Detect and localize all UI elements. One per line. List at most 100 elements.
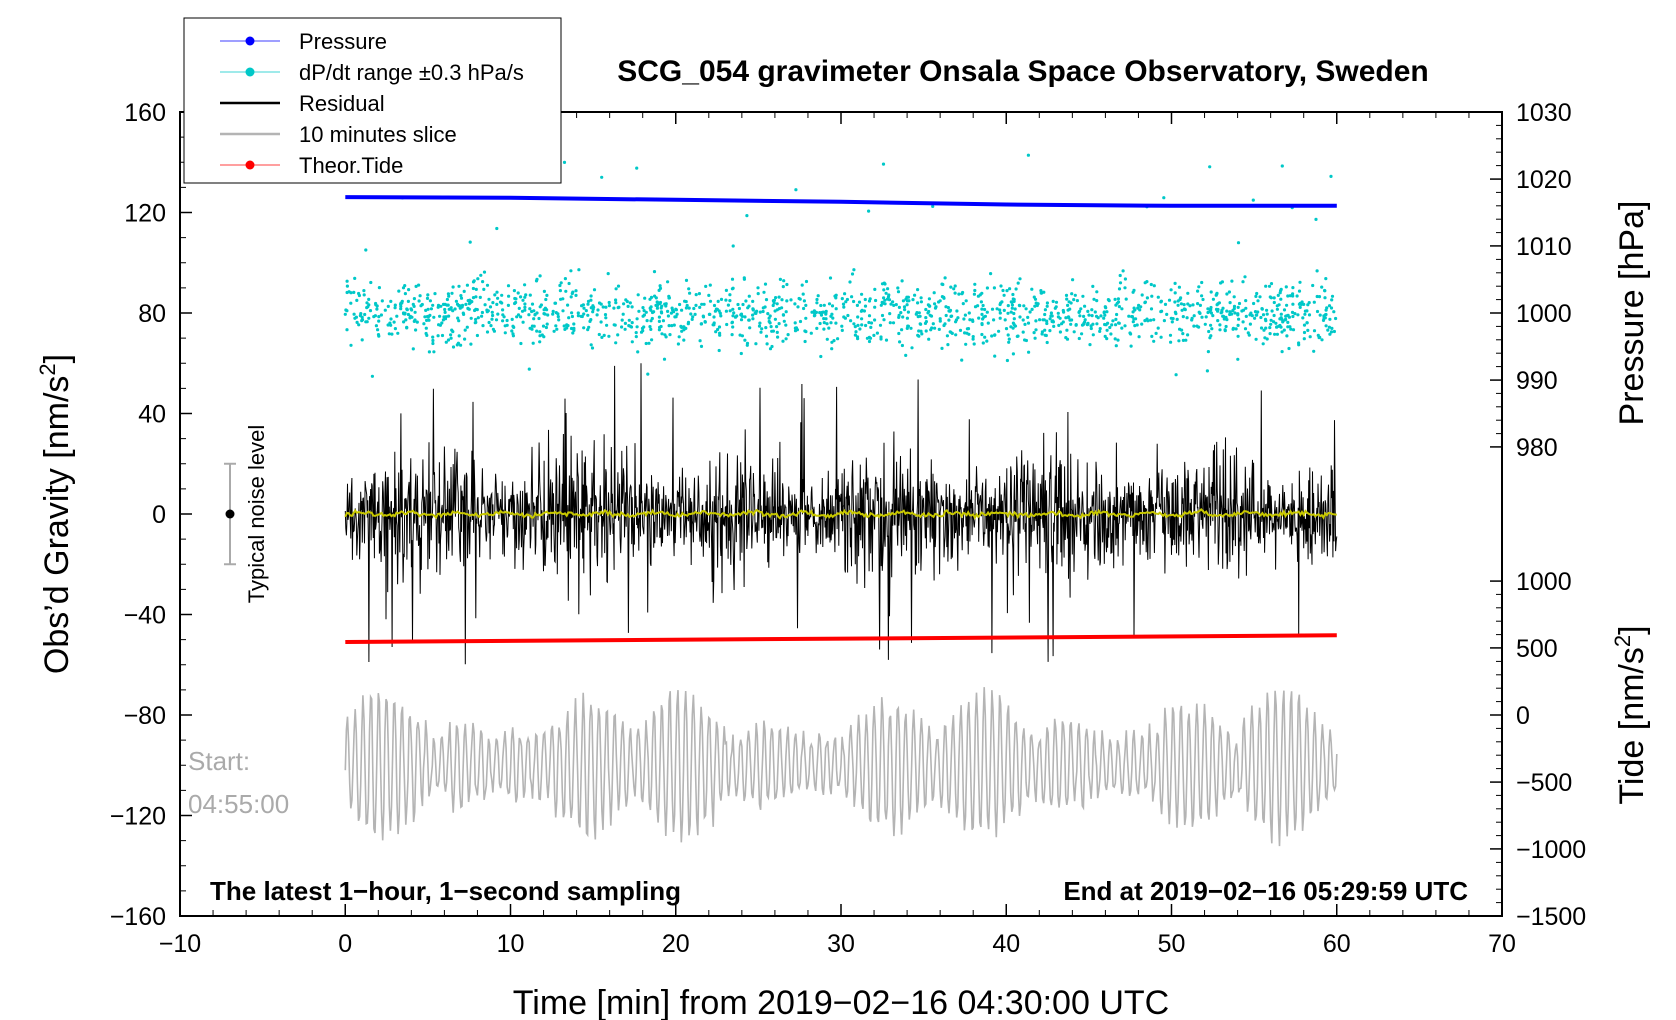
dpdt-point <box>852 322 856 326</box>
dpdt-point <box>693 312 697 316</box>
dpdt-point <box>1072 330 1076 334</box>
dpdt-point <box>485 330 490 334</box>
dpdt-point <box>761 309 765 314</box>
dpdt-point <box>1281 320 1285 324</box>
dpdt-point <box>1206 307 1210 311</box>
dpdt-point <box>843 292 847 296</box>
dpdt-point <box>977 316 981 320</box>
dpdt-point <box>685 303 689 308</box>
dpdt-point <box>491 313 495 318</box>
dpdt-point <box>869 325 873 329</box>
dpdt-point <box>636 293 640 297</box>
dpdt-point <box>1324 324 1328 328</box>
dpdt-point <box>1293 312 1297 316</box>
dpdt-point <box>621 312 625 316</box>
dpdt-point <box>436 334 440 338</box>
dpdt-point <box>804 330 808 334</box>
dpdt-point <box>863 304 868 308</box>
dpdt-point <box>731 286 735 290</box>
dpdt-point <box>1150 294 1154 298</box>
dpdt-point <box>1192 324 1196 328</box>
dpdt-point <box>596 308 600 312</box>
dpdt-point <box>769 325 773 329</box>
dpdt-point <box>1045 340 1049 345</box>
dpdt-point <box>523 308 527 312</box>
dpdt-point <box>586 313 590 317</box>
dpdt-point <box>1244 314 1248 318</box>
dpdt-point <box>687 287 691 291</box>
dpdt-point <box>1315 269 1319 273</box>
dpdt-point <box>712 303 717 308</box>
dpdt-point <box>495 302 499 306</box>
dpdt-point <box>985 339 989 343</box>
dpdt-point <box>1269 296 1273 300</box>
dpdt-point <box>614 298 618 302</box>
dpdt-point <box>463 328 467 332</box>
y-tick-label-left: −120 <box>110 803 166 831</box>
dpdt-point <box>471 296 476 300</box>
dpdt-point <box>1260 307 1264 311</box>
dpdt-point <box>778 277 783 281</box>
dpdt-point <box>1090 308 1094 312</box>
dpdt-point <box>1152 284 1156 288</box>
dpdt-point <box>756 286 760 290</box>
dpdt-point <box>1116 338 1120 342</box>
dpdt-point <box>1026 321 1031 325</box>
dpdt-point <box>1176 303 1180 307</box>
dpdt-point <box>747 318 751 322</box>
dpdt-point <box>751 307 755 311</box>
start-time: 04:55:00 <box>188 789 289 819</box>
dpdt-point <box>1216 302 1220 306</box>
dpdt-point <box>437 323 441 327</box>
dpdt-point <box>546 313 550 317</box>
dpdt-point <box>393 306 397 310</box>
dpdt-point <box>1149 282 1153 287</box>
dpdt-point <box>586 302 590 306</box>
dpdt-point <box>762 290 766 294</box>
dpdt-point <box>347 290 351 294</box>
dpdt-point <box>902 305 907 309</box>
dpdt-point <box>650 338 654 342</box>
dpdt-point <box>899 311 903 315</box>
dpdt-point <box>1225 292 1229 296</box>
dpdt-point <box>501 313 505 317</box>
dpdt-point <box>688 291 692 295</box>
dpdt-point <box>538 274 542 278</box>
dpdt-point <box>545 322 549 326</box>
legend-item: 10 minutes slice <box>220 122 457 147</box>
dpdt-point <box>582 312 586 316</box>
dpdt-point <box>668 333 672 337</box>
dpdt-point <box>1182 303 1186 307</box>
dpdt-point <box>476 316 480 320</box>
dpdt-point <box>443 307 447 312</box>
dpdt-point <box>418 294 422 298</box>
dpdt-point <box>976 294 981 298</box>
tick-layer: −10 0 10 20 30 40 50 60 7016012080400−40−80−120−… <box>110 99 1587 958</box>
series-theor-tide <box>345 633 1337 644</box>
dpdt-point <box>389 299 393 303</box>
dpdt-point <box>821 310 825 314</box>
dpdt-point <box>587 325 591 329</box>
dpdt-point <box>1302 302 1306 306</box>
dpdt-point <box>1018 304 1022 308</box>
dpdt-point <box>483 303 487 307</box>
dpdt-point <box>1149 318 1153 322</box>
dpdt-point <box>990 334 994 338</box>
dpdt-point <box>402 320 406 324</box>
tide-tick-label: 1000 <box>1516 568 1572 596</box>
dpdt-point <box>1131 320 1135 324</box>
dpdt-point <box>431 341 435 346</box>
dpdt-point <box>1137 335 1141 339</box>
dpdt-point <box>932 291 936 295</box>
dpdt-point <box>1315 309 1320 314</box>
dpdt-point <box>883 298 887 302</box>
dpdt-point <box>380 299 384 303</box>
dpdt-point <box>892 303 896 307</box>
dpdt-point <box>1312 349 1316 353</box>
dpdt-point <box>453 307 457 311</box>
dpdt-point <box>449 336 453 340</box>
dpdt-point <box>1231 326 1235 330</box>
dpdt-point <box>1297 289 1302 293</box>
dpdt-point <box>1114 317 1118 321</box>
dpdt-point <box>1066 315 1071 319</box>
